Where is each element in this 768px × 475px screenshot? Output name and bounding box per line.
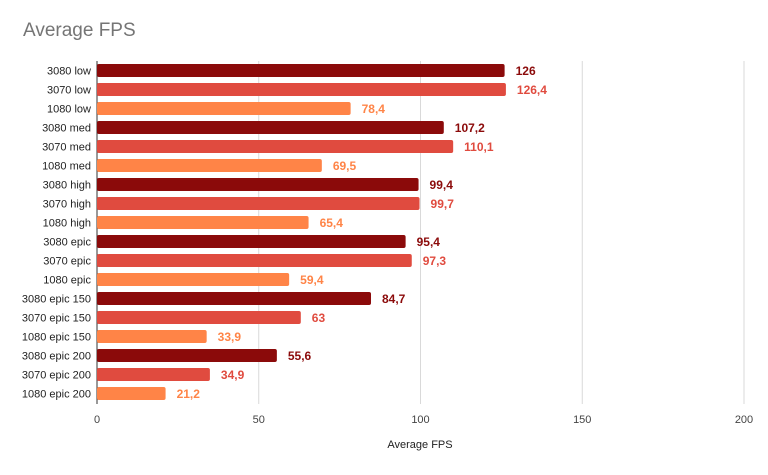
bar <box>97 140 454 153</box>
category-label: 3080 epic 200 <box>22 351 91 363</box>
data-label: 59,4 <box>300 273 324 287</box>
category-label: 1080 med <box>42 161 91 173</box>
x-tick-label: 200 <box>735 414 753 426</box>
bar <box>97 178 419 191</box>
category-label: 3070 epic 200 <box>22 370 91 382</box>
category-label: 1080 epic 200 <box>22 389 91 401</box>
category-label: 3070 med <box>42 142 91 154</box>
x-tick-label: 100 <box>411 414 429 426</box>
category-label: 3080 low <box>47 66 91 78</box>
bar <box>97 368 210 381</box>
bar <box>97 121 444 134</box>
bar <box>97 102 351 115</box>
data-label: 99,4 <box>430 178 454 192</box>
data-label: 107,2 <box>455 121 485 135</box>
bar <box>97 235 406 248</box>
data-label: 63 <box>312 311 326 325</box>
category-label: 3070 high <box>43 199 91 211</box>
data-label: 21,2 <box>177 387 201 401</box>
data-label: 126 <box>516 64 536 78</box>
data-label: 34,9 <box>221 368 245 382</box>
data-label: 78,4 <box>362 102 386 116</box>
category-label: 1080 epic 150 <box>22 332 91 344</box>
x-tick-label: 50 <box>253 414 265 426</box>
category-label: 1080 low <box>47 104 91 116</box>
bar <box>97 330 207 343</box>
bar <box>97 254 412 267</box>
data-label: 97,3 <box>423 254 447 268</box>
category-label: 3070 epic <box>43 256 91 268</box>
bar <box>97 311 301 324</box>
data-label: 55,6 <box>288 349 312 363</box>
data-label: 84,7 <box>382 292 406 306</box>
data-label: 95,4 <box>417 235 441 249</box>
data-label: 65,4 <box>320 216 344 230</box>
category-label: 3080 high <box>43 180 91 192</box>
x-tick-label: 150 <box>573 414 591 426</box>
bar <box>97 159 322 172</box>
category-label: 1080 high <box>43 218 91 230</box>
category-label: 3070 low <box>47 85 91 97</box>
data-label: 69,5 <box>333 159 357 173</box>
category-label: 3070 epic 150 <box>22 313 91 325</box>
bar <box>97 83 506 96</box>
chart-title: Average FPS <box>23 20 136 41</box>
data-label: 99,7 <box>431 197 455 211</box>
bar <box>97 197 420 210</box>
data-label: 110,1 <box>464 140 494 154</box>
x-axis-label: Average FPS <box>387 439 452 451</box>
category-label: 3080 epic 150 <box>22 294 91 306</box>
data-label: 126,4 <box>517 83 547 97</box>
x-tick-label: 0 <box>94 414 100 426</box>
category-label: 1080 epic <box>43 275 91 287</box>
bar <box>97 387 166 400</box>
category-label: 3080 med <box>42 123 91 135</box>
data-label: 33,9 <box>218 330 242 344</box>
bar <box>97 216 309 229</box>
category-label: 3080 epic <box>43 237 91 249</box>
bar <box>97 349 277 362</box>
bar <box>97 292 372 305</box>
bar <box>97 273 290 286</box>
bar <box>97 64 505 77</box>
